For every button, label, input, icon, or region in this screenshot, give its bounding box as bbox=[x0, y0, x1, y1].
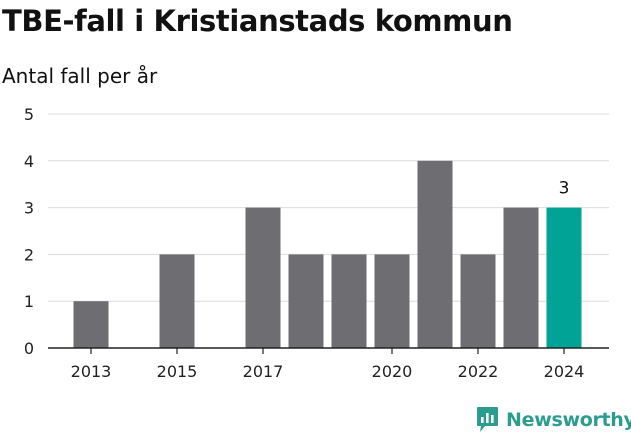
newsworthy-logo-icon bbox=[477, 407, 498, 432]
bar bbox=[374, 254, 410, 348]
x-tick-label: 2015 bbox=[157, 362, 198, 381]
x-tick-label: 2020 bbox=[372, 362, 413, 381]
y-tick-label: 4 bbox=[24, 152, 34, 171]
newsworthy-logo: Newsworthy bbox=[476, 406, 631, 433]
x-tick-label: 2017 bbox=[243, 362, 284, 381]
chart-title: TBE-fall i Kristianstads kommun bbox=[2, 4, 513, 38]
newsworthy-logo-text: Newsworthy bbox=[506, 408, 631, 431]
bar bbox=[503, 207, 539, 348]
bar bbox=[417, 160, 453, 348]
data-label: 3 bbox=[559, 179, 570, 199]
y-tick-label: 0 bbox=[24, 339, 34, 358]
x-tick-label: 2022 bbox=[458, 362, 499, 381]
bar bbox=[460, 254, 496, 348]
bar bbox=[288, 254, 324, 348]
y-tick-label: 3 bbox=[24, 199, 34, 218]
x-tick-label: 2013 bbox=[71, 362, 112, 381]
bar bbox=[546, 207, 582, 348]
bar bbox=[331, 254, 367, 348]
bar bbox=[245, 207, 281, 348]
chart-subtitle: Antal fall per år bbox=[2, 64, 158, 88]
x-tick-label: 2024 bbox=[544, 362, 585, 381]
bar bbox=[73, 301, 109, 348]
bar bbox=[159, 254, 195, 348]
y-tick-label: 5 bbox=[24, 105, 34, 124]
y-tick-label: 1 bbox=[24, 292, 34, 311]
y-tick-label: 2 bbox=[24, 245, 34, 264]
